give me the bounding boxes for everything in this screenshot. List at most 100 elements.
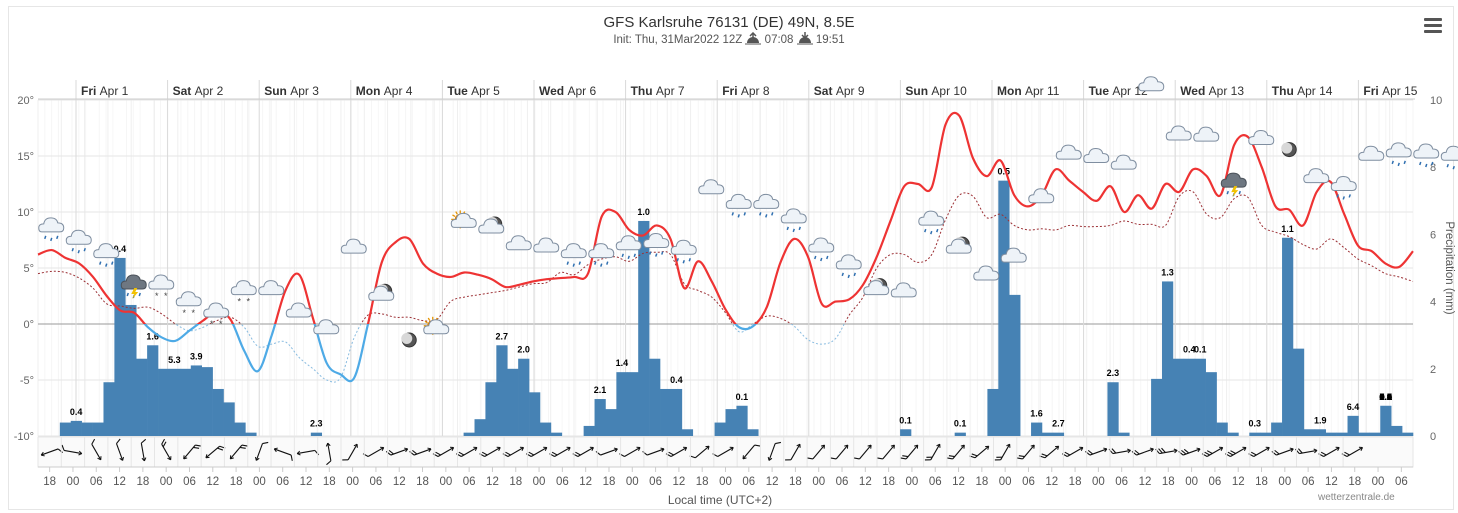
precip-value-label: 2.7: [1052, 419, 1065, 429]
credit-label: wetterzentrale.de: [1318, 492, 1395, 503]
cloud-shape: [753, 193, 780, 209]
x-tick-label: 18: [1255, 476, 1268, 488]
light-rain-icon: [1330, 175, 1357, 200]
precip-value-label: 1.7: [1379, 392, 1392, 402]
rain-drop: [682, 260, 685, 264]
rain-drop: [1391, 160, 1394, 165]
rain-drop: [731, 212, 734, 216]
x-tick-label: 06: [370, 476, 383, 488]
precip-value-label: 0.4: [1379, 392, 1392, 402]
precip-axis-title: Precipitation (mm): [1443, 221, 1455, 314]
moon-cloud-icon: [478, 216, 505, 234]
hamburger-menu-icon[interactable]: [1422, 18, 1444, 38]
precip-bar: [1118, 432, 1130, 436]
cloud-shape: [1028, 188, 1055, 204]
x-tick-label: 06: [742, 476, 755, 488]
precip-bar: [496, 345, 508, 436]
sunset-icon: [796, 32, 813, 45]
precip-bar: [1227, 432, 1239, 436]
rain-drop: [737, 214, 740, 218]
rain-drop: [1226, 190, 1229, 195]
rain-drop: [655, 253, 658, 257]
x-tick-label: 00: [1372, 476, 1385, 488]
precip-value-label: 0.2: [1379, 392, 1392, 402]
wind-barb: [409, 447, 432, 456]
rain-drop: [621, 253, 624, 258]
x-tick-label: 12: [859, 476, 872, 488]
lightning-bolt: [1231, 186, 1239, 198]
x-tick-label: 12: [952, 476, 965, 488]
precip-value-label: 0.9: [1379, 392, 1392, 402]
precip-bar: [70, 420, 82, 436]
precip-bar: [900, 429, 912, 436]
light-rain-icon: [918, 210, 945, 235]
x-tick-label: 18: [43, 476, 56, 488]
wind-barb: [115, 438, 124, 461]
cloud-shape: [203, 302, 230, 318]
x-tick-label: 18: [603, 476, 616, 488]
snow-icon: * *: [203, 302, 230, 329]
day-header: Fri Apr 1 Sat Apr 2 Sun Apr 3 Mon Apr 4 Tue …: [38, 80, 1418, 436]
wind-barb: [161, 438, 172, 461]
precip-value-label: 1.9: [1379, 392, 1392, 402]
light-rain-icon: [588, 243, 615, 267]
cloud-icon: [533, 237, 560, 253]
x-tick-label: 12: [1045, 476, 1058, 488]
precip-bar: [736, 405, 748, 436]
wind-barb: [1201, 446, 1224, 457]
chart-frame: [8, 6, 1454, 510]
x-tick-label: 06: [929, 476, 942, 488]
cloud-shape: [533, 237, 560, 253]
cloud-shape: [38, 217, 65, 233]
precip-bar: [616, 372, 628, 436]
rain-drop: [566, 261, 569, 265]
day-label: Fri Apr 15: [1363, 84, 1417, 98]
precip-bar: [638, 220, 650, 436]
precip-value-label: 0.1: [1379, 392, 1392, 402]
rain-drop: [826, 255, 829, 260]
precip-bar: [1009, 294, 1021, 436]
snow-flake: *: [219, 319, 223, 329]
precip-tick-label: 8: [1430, 162, 1436, 174]
x-axis-title: Local time (UTC+2): [667, 493, 773, 507]
x-tick-label: 12: [579, 476, 592, 488]
precip-bar: [1303, 429, 1316, 436]
precip-value-label: 4.2: [1379, 392, 1392, 402]
x-tick-label: 00: [67, 476, 80, 488]
cloud-shape: [1330, 175, 1357, 191]
x-tick-label: 00: [1278, 476, 1291, 488]
cloud-icon: [340, 238, 367, 254]
x-tick-label: 06: [1209, 476, 1222, 488]
x-tick-label: 18: [136, 476, 149, 488]
precip-value-label: 2.3: [310, 419, 323, 429]
precip-bar: [201, 367, 213, 436]
wind-barb: [946, 444, 965, 460]
rain-drop: [792, 228, 795, 233]
rain-drop: [138, 292, 141, 297]
sunset-time: 19:51: [815, 34, 845, 46]
precip-value-label: 0.1: [1379, 392, 1392, 402]
cloud-shape: [588, 243, 615, 259]
x-tick-label: 18: [789, 476, 802, 488]
precip-bar: [59, 422, 72, 436]
precip-value-label: 0.1: [1379, 392, 1392, 402]
precip-value-label: 0.1: [1379, 392, 1392, 402]
precip-value-label: 0.1: [899, 415, 912, 425]
sun-cloud-icon: [450, 210, 477, 229]
precip-bar: [987, 388, 999, 436]
cloud-icon: [1083, 147, 1110, 163]
cloud-shape: [1000, 247, 1027, 263]
wind-barb: [254, 441, 269, 461]
precip-bar: [1205, 372, 1217, 436]
precip-tick-label: 4: [1430, 297, 1436, 309]
precip-bar: [1369, 432, 1381, 436]
precip-value-label: 1.4: [1379, 392, 1392, 402]
precip-value-label: 2.0: [517, 345, 530, 355]
wind-barb: [549, 446, 571, 457]
x-tick-label: 00: [626, 476, 639, 488]
rain-drop: [111, 261, 114, 265]
cloud-shape: [1303, 168, 1330, 184]
sun-ray: [452, 214, 456, 217]
precip-bar: [670, 388, 683, 436]
precip-value-label: 0.9: [1379, 392, 1392, 402]
